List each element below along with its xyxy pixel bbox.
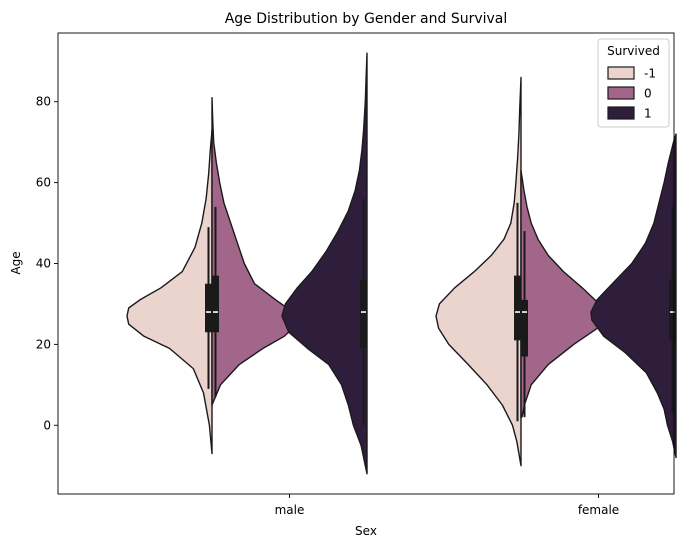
violin-female-group-1: [590, 133, 677, 459]
iqr-box-male-group--1: [205, 283, 212, 333]
iqr-box-male-group-1: [360, 279, 367, 349]
legend-swatch-0: [607, 86, 635, 100]
violin-male-group--1: [126, 129, 213, 455]
violins-layer: [126, 52, 677, 475]
violin-female-group--1: [435, 76, 522, 467]
legend-box: [597, 38, 670, 128]
violin-female-group-0: [520, 169, 607, 418]
legend-label--1: -1: [644, 67, 656, 81]
x-axis: male female: [275, 494, 619, 517]
violin-male-group-1: [281, 52, 368, 475]
y-axis-label: Age: [9, 251, 23, 274]
y-tick-label-20: 20: [36, 337, 51, 351]
y-tick-label-0: 0: [43, 418, 51, 432]
y-tick-label-80: 80: [36, 95, 51, 109]
legend: Survived -1 0 1: [597, 38, 670, 128]
y-tick-label-60: 60: [36, 176, 51, 190]
x-tick-label-male: male: [275, 503, 305, 517]
legend-swatch--1: [607, 66, 635, 80]
iqr-box-female-group--1: [514, 275, 521, 341]
chart-title: Age Distribution by Gender and Survival: [225, 11, 508, 27]
iqr-box-male-group-0: [212, 275, 219, 333]
y-tick-label-40: 40: [36, 257, 51, 271]
iqr-box-female-group-0: [521, 299, 528, 357]
legend-swatch-1: [607, 106, 635, 120]
violin-male-group-0: [211, 97, 298, 406]
boxplots-layer: [205, 198, 676, 426]
x-axis-label: Sex: [355, 524, 377, 538]
y-axis: 0 20 40 60 80: [36, 95, 58, 432]
legend-label-0: 0: [644, 87, 652, 101]
x-tick-label-female: female: [578, 503, 619, 517]
legend-label-1: 1: [644, 107, 652, 121]
iqr-box-female-group-1: [669, 279, 676, 341]
legend-title: Survived: [607, 44, 660, 58]
